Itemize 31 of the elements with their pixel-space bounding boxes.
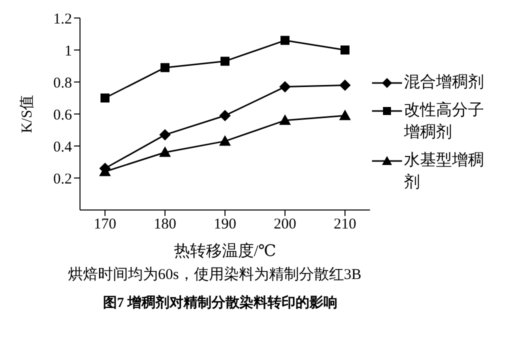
point xyxy=(280,114,290,125)
y-tick-label: 0.4 xyxy=(53,139,72,156)
x-tick-label: 190 xyxy=(214,216,236,233)
y-tick-label: 1.2 xyxy=(53,11,72,28)
point xyxy=(280,81,290,92)
y-tick-label: 1 xyxy=(64,43,72,60)
point xyxy=(220,110,230,122)
point xyxy=(340,80,350,91)
legend-label: 改性高分子增稠剂 xyxy=(404,100,485,142)
y-tick-label: 0.6 xyxy=(53,107,72,124)
x-tick-label: 180 xyxy=(154,216,176,233)
point xyxy=(340,46,350,54)
legend-label: 水基型增稠剂 xyxy=(404,150,485,192)
point xyxy=(220,56,230,66)
y-tick-label: 0.8 xyxy=(53,75,72,92)
text: 烘焙时间均为60s，使用染料为精制分散红3B xyxy=(68,266,362,284)
text: 图7 增稠剂对精制分散染料转印的影响 xyxy=(103,294,338,312)
x-tick-label: 210 xyxy=(334,216,356,233)
y-tick-label: 0.2 xyxy=(53,171,72,188)
legend-label: 混合增稠剂 xyxy=(404,72,484,92)
y-axis-title: K/S值 xyxy=(19,94,36,134)
point xyxy=(100,94,110,102)
x-tick-label: 200 xyxy=(274,216,296,233)
point xyxy=(160,146,170,157)
point xyxy=(160,63,170,72)
point xyxy=(220,136,230,146)
point xyxy=(280,36,290,45)
point xyxy=(340,110,350,120)
point xyxy=(160,129,170,140)
x-tick-label: 170 xyxy=(94,216,116,233)
x-axis-title: 热转移温度/℃ xyxy=(174,242,276,260)
